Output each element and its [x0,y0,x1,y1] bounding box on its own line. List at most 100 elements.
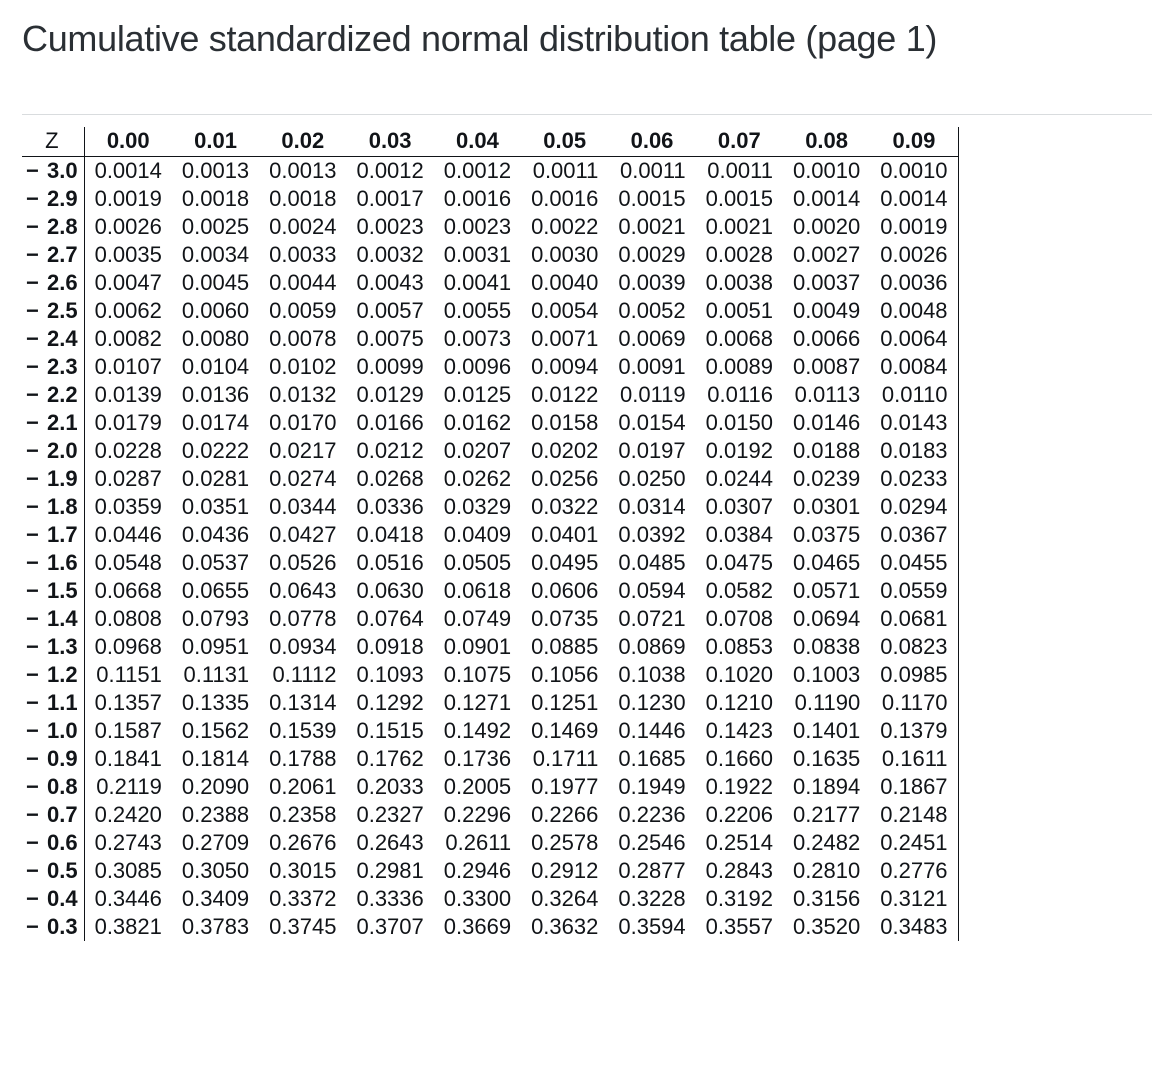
table-cell: 0.0392 [608,521,695,549]
minus-sign-icon: − [26,186,39,211]
table-cell: 0.1075 [434,661,521,689]
table-cell: 0.0122 [521,381,608,409]
row-label: − 0.3 [22,913,84,941]
table-cell: 0.0287 [84,465,172,493]
table-cell: 0.0250 [608,465,695,493]
table-cell: 0.0010 [783,157,870,186]
table-cell: 0.0060 [172,297,259,325]
row-label: − 1.0 [22,717,84,745]
table-cell: 0.2420 [84,801,172,829]
table-cell: 0.0166 [346,409,433,437]
table-cell: 0.2388 [172,801,259,829]
row-label: − 2.4 [22,325,84,353]
table-cell: 0.0136 [172,381,259,409]
table-cell: 0.0052 [608,297,695,325]
table-cell: 0.0062 [84,297,172,325]
table-cell: 0.1635 [783,745,870,773]
table-cell: 0.0014 [783,185,870,213]
table-cell: 0.0918 [346,633,433,661]
table-cell: 0.0099 [346,353,433,381]
table-cell: 0.0885 [521,633,608,661]
column-header: 0.08 [783,127,870,157]
table-cell: 0.0409 [434,521,521,549]
table-cell: 0.0212 [346,437,433,465]
row-label: − 1.7 [22,521,84,549]
minus-sign-icon: − [26,242,39,267]
table-cell: 0.0047 [84,269,172,297]
column-header: 0.07 [696,127,783,157]
table-cell: 0.3821 [84,913,172,941]
row-label: − 2.6 [22,269,84,297]
row-label: − 2.0 [22,437,84,465]
table-cell: 0.0021 [608,213,695,241]
table-cell: 0.0014 [84,157,172,186]
table-cell: 0.3409 [172,885,259,913]
table-cell: 0.1587 [84,717,172,745]
row-label: − 0.5 [22,857,84,885]
table-cell: 0.0096 [434,353,521,381]
table-cell: 0.0708 [696,605,783,633]
table-cell: 0.0154 [608,409,695,437]
table-cell: 0.0107 [84,353,172,381]
minus-sign-icon: − [26,158,39,183]
table-cell: 0.0537 [172,549,259,577]
table-cell: 0.2033 [346,773,433,801]
row-label-value: 1.9 [47,466,78,491]
table-cell: 0.1660 [696,745,783,773]
row-label: − 0.6 [22,829,84,857]
table-cell: 0.0367 [870,521,958,549]
table-cell: 0.3192 [696,885,783,913]
minus-sign-icon: − [26,410,39,435]
table-header-row: Z 0.000.010.020.030.040.050.060.070.080.… [22,127,958,157]
table-cell: 0.2810 [783,857,870,885]
row-label-value: 1.7 [47,522,78,547]
row-label-value: 2.6 [47,270,78,295]
table-cell: 0.2514 [696,829,783,857]
table-cell: 0.0217 [259,437,346,465]
table-cell: 0.1210 [696,689,783,717]
table-cell: 0.0031 [434,241,521,269]
table-cell: 0.0749 [434,605,521,633]
table-cell: 0.0630 [346,577,433,605]
table-cell: 0.0023 [346,213,433,241]
table-cell: 0.3557 [696,913,783,941]
table-cell: 0.1292 [346,689,433,717]
table-cell: 0.3632 [521,913,608,941]
table-cell: 0.0021 [696,213,783,241]
table-cell: 0.3228 [608,885,695,913]
table-cell: 0.0026 [870,241,958,269]
table-body: − 3.00.00140.00130.00130.00120.00120.001… [22,157,958,942]
table-cell: 0.3783 [172,913,259,941]
row-label-value: 0.8 [47,774,78,799]
table-cell: 0.1230 [608,689,695,717]
table-cell: 0.0073 [434,325,521,353]
table-cell: 0.1515 [346,717,433,745]
table-cell: 0.0011 [521,157,608,186]
row-label: − 0.4 [22,885,84,913]
minus-sign-icon: − [26,298,39,323]
table-cell: 0.0294 [870,493,958,521]
table-cell: 0.1814 [172,745,259,773]
table-cell: 0.3446 [84,885,172,913]
table-cell: 0.0869 [608,633,695,661]
table-cell: 0.2451 [870,829,958,857]
table-cell: 0.0055 [434,297,521,325]
table-cell: 0.0778 [259,605,346,633]
table-cell: 0.0035 [84,241,172,269]
table-cell: 0.0139 [84,381,172,409]
table-cell: 0.0110 [870,381,958,409]
table-cell: 0.0028 [696,241,783,269]
minus-sign-icon: − [26,522,39,547]
table-row: − 1.40.08080.07930.07780.07640.07490.073… [22,605,958,633]
minus-sign-icon: − [26,606,39,631]
table-cell: 0.0125 [434,381,521,409]
table-cell: 0.1131 [172,661,259,689]
table-cell: 0.1562 [172,717,259,745]
table-row: − 1.00.15870.15620.15390.15150.14920.146… [22,717,958,745]
table-cell: 0.0322 [521,493,608,521]
table-cell: 0.0084 [870,353,958,381]
table-cell: 0.0239 [783,465,870,493]
table-cell: 0.0029 [608,241,695,269]
row-label: − 1.9 [22,465,84,493]
table-cell: 0.3156 [783,885,870,913]
